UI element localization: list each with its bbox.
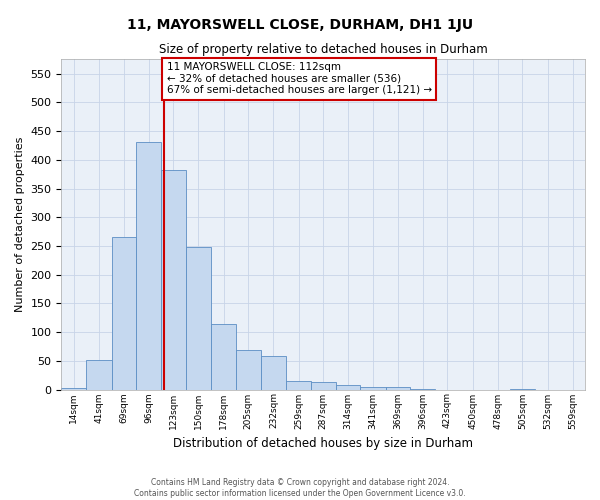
Bar (86, 360, 112, 390)
Bar (360, 386, 386, 390)
Bar (61, 388, 86, 390)
Bar (386, 386, 410, 390)
Y-axis label: Number of detached properties: Number of detached properties (15, 137, 25, 312)
Bar (211, 324, 236, 390)
Text: Contains HM Land Registry data © Crown copyright and database right 2024.
Contai: Contains HM Land Registry data © Crown c… (134, 478, 466, 498)
Bar (260, 356, 286, 390)
Bar (236, 350, 260, 390)
Bar (311, 382, 335, 390)
Bar (112, 238, 136, 390)
Bar (510, 389, 535, 390)
Bar (161, 170, 185, 390)
X-axis label: Distribution of detached houses by size in Durham: Distribution of detached houses by size … (173, 437, 473, 450)
Bar (185, 246, 211, 390)
Bar (410, 389, 435, 390)
Bar (286, 382, 311, 390)
Bar (136, 142, 161, 390)
Bar (335, 385, 360, 390)
Title: Size of property relative to detached houses in Durham: Size of property relative to detached ho… (159, 42, 488, 56)
Text: 11 MAYORSWELL CLOSE: 112sqm
← 32% of detached houses are smaller (536)
67% of se: 11 MAYORSWELL CLOSE: 112sqm ← 32% of det… (167, 62, 431, 96)
Text: 11, MAYORSWELL CLOSE, DURHAM, DH1 1JU: 11, MAYORSWELL CLOSE, DURHAM, DH1 1JU (127, 18, 473, 32)
